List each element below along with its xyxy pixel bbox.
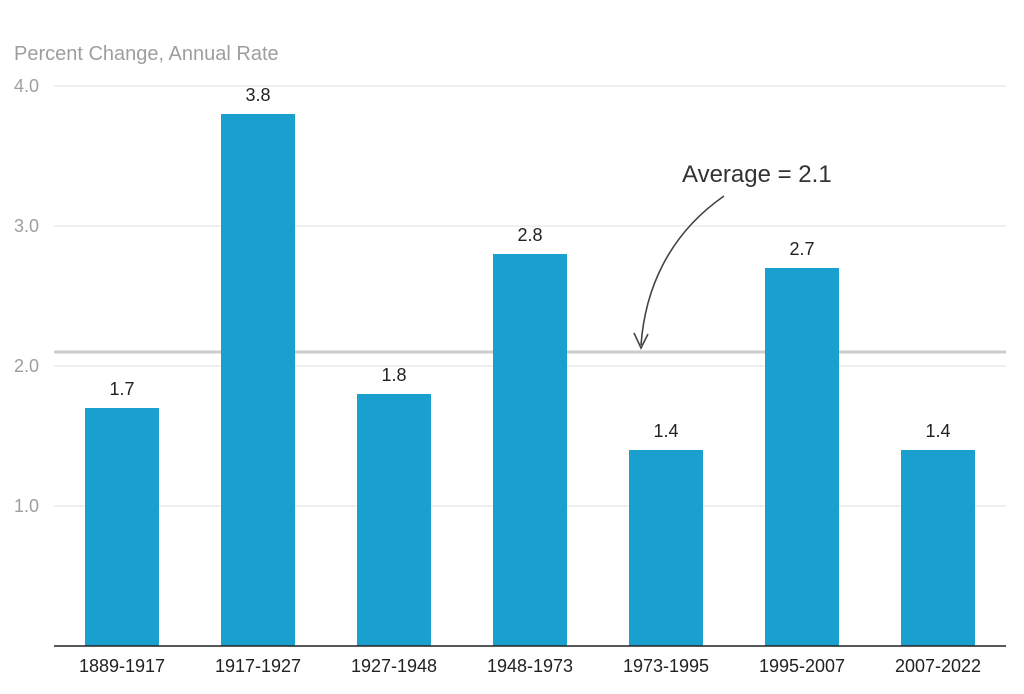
data-label: 1.8 <box>381 365 406 385</box>
data-label: 2.7 <box>789 239 814 259</box>
average-annotation-label: Average = 2.1 <box>682 161 832 188</box>
y-tick-label: 1.0 <box>14 496 39 516</box>
data-label: 1.4 <box>653 421 678 441</box>
bars <box>85 114 975 646</box>
data-label: 2.8 <box>517 225 542 245</box>
bar <box>901 450 975 646</box>
bar <box>85 408 159 646</box>
y-tick-label: 4.0 <box>14 76 39 96</box>
y-tick-label: 3.0 <box>14 216 39 236</box>
x-axis-ticks: 1889-1917 1917-1927 1927-1948 1948-1973 1973… <box>79 656 981 676</box>
bar <box>357 394 431 646</box>
y-tick-label: 2.0 <box>14 356 39 376</box>
data-label: 1.7 <box>109 379 134 399</box>
y-axis-ticks: 1.0 2.0 3.0 4.0 <box>14 76 39 516</box>
x-tick-label: 1995-2007 <box>759 656 845 676</box>
x-tick-label: 1973-1995 <box>623 656 709 676</box>
bar <box>629 450 703 646</box>
x-tick-label: 1948-1973 <box>487 656 573 676</box>
x-tick-label: 1927-1948 <box>351 656 437 676</box>
data-labels: 1.7 3.8 1.8 2.8 1.4 2.7 1.4 <box>109 85 950 441</box>
bar <box>493 254 567 646</box>
annotation-arrow <box>640 195 725 346</box>
x-tick-label: 2007-2022 <box>895 656 981 676</box>
bar <box>221 114 295 646</box>
data-label: 1.4 <box>925 421 950 441</box>
bar <box>765 268 839 646</box>
data-label: 3.8 <box>245 85 270 105</box>
y-axis-title: Percent Change, Annual Rate <box>14 43 279 65</box>
x-tick-label: 1889-1917 <box>79 656 165 676</box>
arrow-head-icon <box>633 332 649 350</box>
x-tick-label: 1917-1927 <box>215 656 301 676</box>
average-annotation: Average = 2.1 <box>633 161 832 350</box>
